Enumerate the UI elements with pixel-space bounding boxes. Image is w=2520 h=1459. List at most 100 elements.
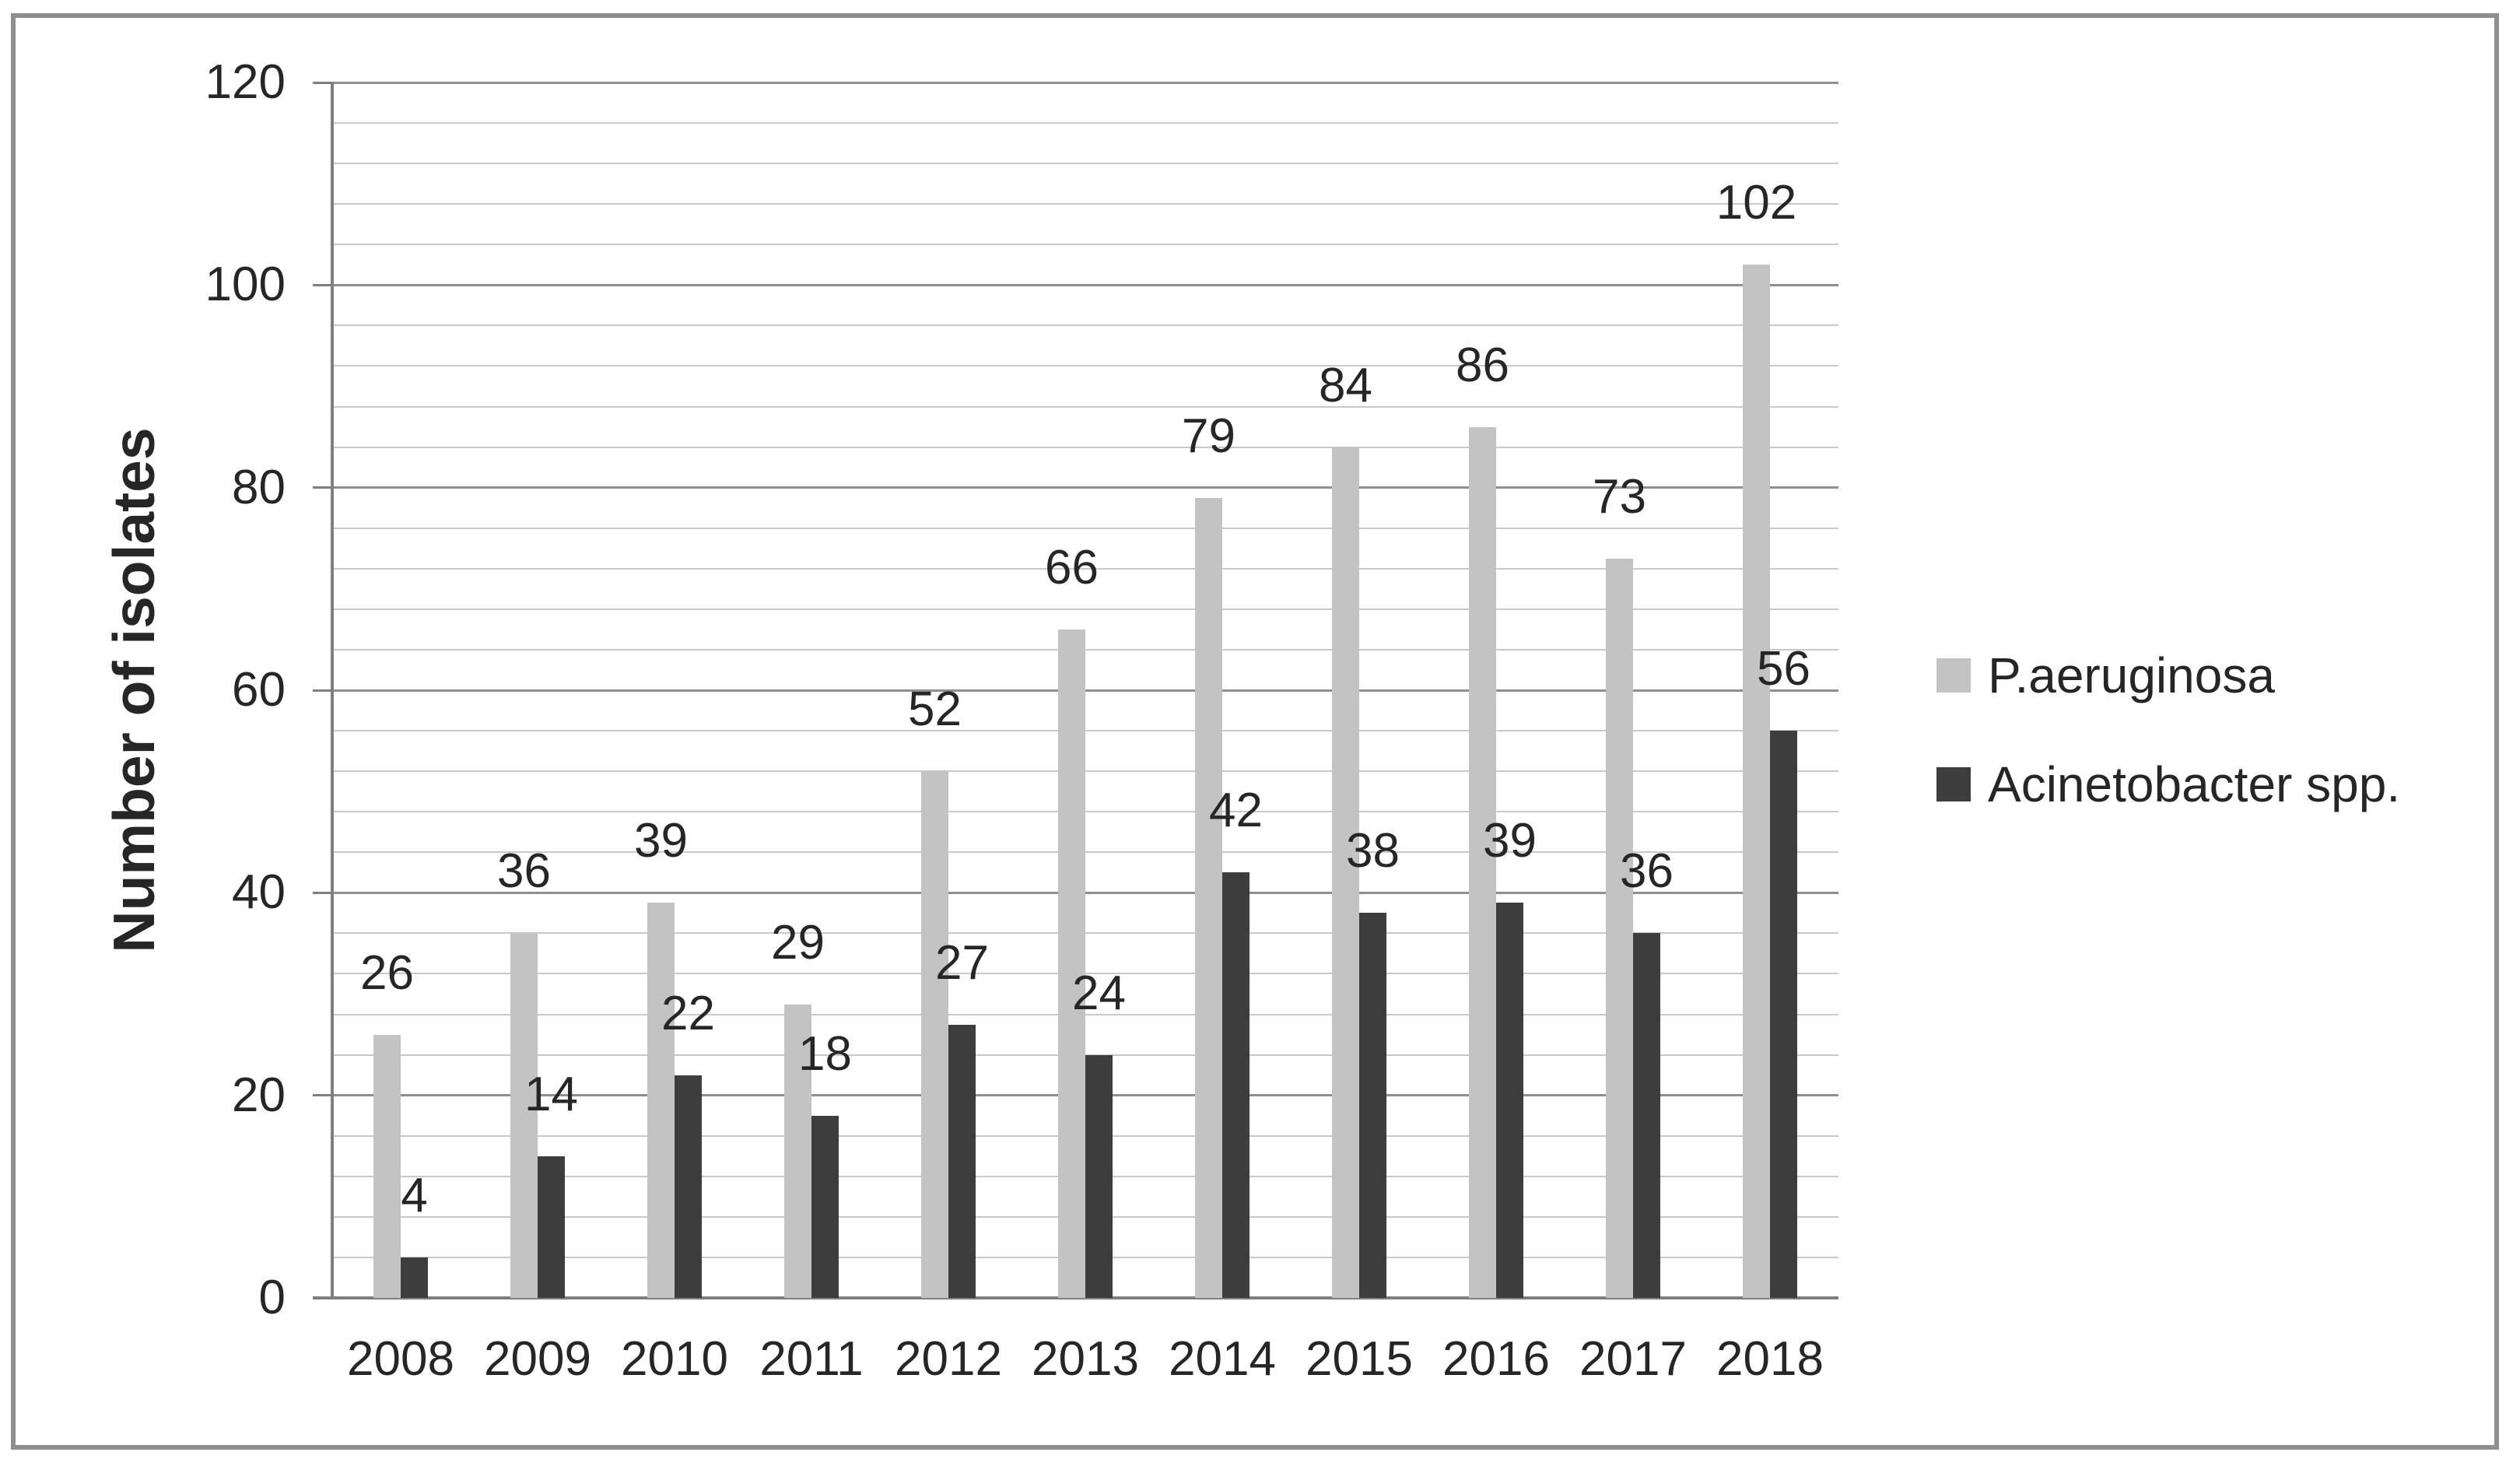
bar-acinetobacter-spp-2018 <box>1770 731 1797 1298</box>
gridline-minor <box>332 365 1838 367</box>
legend-label-p-aeruginosa: P.aeruginosa <box>1988 647 2275 703</box>
gridline-major <box>332 283 1838 286</box>
x-tick-label-2018: 2018 <box>1716 1332 1824 1386</box>
x-tick-label-2017: 2017 <box>1579 1332 1687 1386</box>
data-label-acinetobacter-spp-2011: 18 <box>798 1026 852 1081</box>
y-tick-label: 120 <box>205 55 286 109</box>
y-tick <box>313 1094 332 1097</box>
data-label-p-aeruginosa-2017: 73 <box>1593 469 1646 524</box>
gridline-major <box>332 486 1838 489</box>
data-label-acinetobacter-spp-2009: 14 <box>524 1067 578 1121</box>
y-tick <box>313 891 332 894</box>
gridline-minor <box>332 1013 1838 1015</box>
gridline-major <box>332 81 1838 84</box>
gridline-minor <box>332 851 1838 854</box>
y-tick-label: 0 <box>258 1271 286 1324</box>
x-axis-line <box>313 1296 1838 1299</box>
bar-p-aeruginosa-2011 <box>784 1004 811 1298</box>
data-label-p-aeruginosa-2013: 66 <box>1045 540 1099 594</box>
bar-acinetobacter-spp-2008 <box>401 1257 428 1298</box>
gridline-minor <box>332 932 1838 935</box>
gridline-minor <box>332 608 1838 610</box>
gridline-minor <box>332 405 1838 408</box>
y-tick-label: 60 <box>232 663 286 717</box>
x-tick-label-2016: 2016 <box>1442 1332 1550 1386</box>
bar-acinetobacter-spp-2012 <box>948 1024 976 1298</box>
gridline-minor <box>332 567 1838 570</box>
bar-p-aeruginosa-2013 <box>1058 629 1085 1298</box>
data-label-p-aeruginosa-2018: 102 <box>1716 176 1797 230</box>
data-label-p-aeruginosa-2014: 79 <box>1182 409 1235 463</box>
gridline-minor <box>332 324 1838 327</box>
bar-acinetobacter-spp-2015 <box>1359 913 1386 1298</box>
x-tick-label-2008: 2008 <box>347 1332 454 1386</box>
gridline-minor <box>332 811 1838 813</box>
gridline-major <box>332 891 1838 894</box>
legend-marker-p-aeruginosa <box>1936 658 1971 693</box>
data-label-acinetobacter-spp-2008: 4 <box>401 1168 428 1222</box>
legend-marker-acinetobacter-spp <box>1936 767 1971 801</box>
x-tick-label-2009: 2009 <box>484 1332 591 1386</box>
gridline-minor <box>332 648 1838 651</box>
gridline-minor <box>332 770 1838 773</box>
x-tick-label-2013: 2013 <box>1032 1332 1139 1386</box>
data-label-acinetobacter-spp-2016: 39 <box>1483 814 1537 868</box>
data-label-p-aeruginosa-2012: 52 <box>908 682 962 737</box>
data-label-acinetobacter-spp-2015: 38 <box>1346 824 1400 879</box>
x-tick-label-2010: 2010 <box>621 1332 728 1386</box>
bar-p-aeruginosa-2018 <box>1743 265 1770 1298</box>
y-tick-label: 40 <box>232 865 286 920</box>
y-tick-label: 80 <box>232 460 286 514</box>
data-label-acinetobacter-spp-2012: 27 <box>935 935 989 990</box>
bar-p-aeruginosa-2009 <box>510 933 538 1298</box>
y-tick-label: 20 <box>232 1068 286 1122</box>
data-label-p-aeruginosa-2009: 36 <box>497 844 551 899</box>
bar-acinetobacter-spp-2010 <box>675 1075 702 1298</box>
x-tick-label-2011: 2011 <box>759 1332 864 1386</box>
bar-p-aeruginosa-2016 <box>1469 426 1496 1298</box>
gridline-minor <box>332 203 1838 205</box>
data-label-acinetobacter-spp-2014: 42 <box>1209 784 1263 838</box>
y-tick <box>313 81 332 84</box>
bar-p-aeruginosa-2012 <box>921 771 948 1298</box>
x-tick-label-2015: 2015 <box>1306 1332 1413 1386</box>
data-label-p-aeruginosa-2016: 86 <box>1456 338 1509 392</box>
y-tick <box>313 283 332 286</box>
bar-acinetobacter-spp-2011 <box>811 1115 839 1298</box>
gridline-minor <box>332 244 1838 246</box>
gridline-minor <box>332 973 1838 975</box>
gridline-minor <box>332 527 1838 529</box>
bar-acinetobacter-spp-2009 <box>538 1156 565 1298</box>
bar-p-aeruginosa-2014 <box>1195 497 1222 1298</box>
data-label-p-aeruginosa-2011: 29 <box>771 915 825 970</box>
bar-p-aeruginosa-2015 <box>1332 447 1359 1298</box>
data-label-p-aeruginosa-2010: 39 <box>634 814 688 868</box>
chart-border <box>11 13 2499 1450</box>
data-label-p-aeruginosa-2015: 84 <box>1319 358 1372 412</box>
y-tick-label: 100 <box>205 258 286 312</box>
bar-acinetobacter-spp-2016 <box>1496 903 1523 1298</box>
y-tick <box>313 486 332 489</box>
data-label-acinetobacter-spp-2013: 24 <box>1072 966 1126 1020</box>
bar-acinetobacter-spp-2017 <box>1633 933 1660 1298</box>
gridline-minor <box>332 163 1838 165</box>
bar-acinetobacter-spp-2014 <box>1222 872 1249 1298</box>
x-tick-label-2012: 2012 <box>895 1332 1002 1386</box>
gridline-major <box>332 689 1838 692</box>
data-label-acinetobacter-spp-2010: 22 <box>661 986 715 1040</box>
bar-p-aeruginosa-2008 <box>373 1034 401 1298</box>
x-tick-label-2014: 2014 <box>1169 1332 1276 1386</box>
legend-label-acinetobacter-spp: Acinetobacter spp. <box>1988 756 2401 812</box>
gridline-minor <box>332 730 1838 732</box>
data-label-acinetobacter-spp-2017: 36 <box>1620 844 1674 899</box>
y-tick <box>313 689 332 692</box>
gridline-minor <box>332 122 1838 125</box>
data-label-p-aeruginosa-2008: 26 <box>360 945 414 1000</box>
y-axis-line <box>331 82 334 1298</box>
data-label-acinetobacter-spp-2018: 56 <box>1757 642 1810 696</box>
bar-acinetobacter-spp-2013 <box>1085 1054 1113 1298</box>
bar-p-aeruginosa-2010 <box>647 903 675 1298</box>
bar-p-aeruginosa-2017 <box>1606 558 1633 1298</box>
gridline-minor <box>332 446 1838 448</box>
